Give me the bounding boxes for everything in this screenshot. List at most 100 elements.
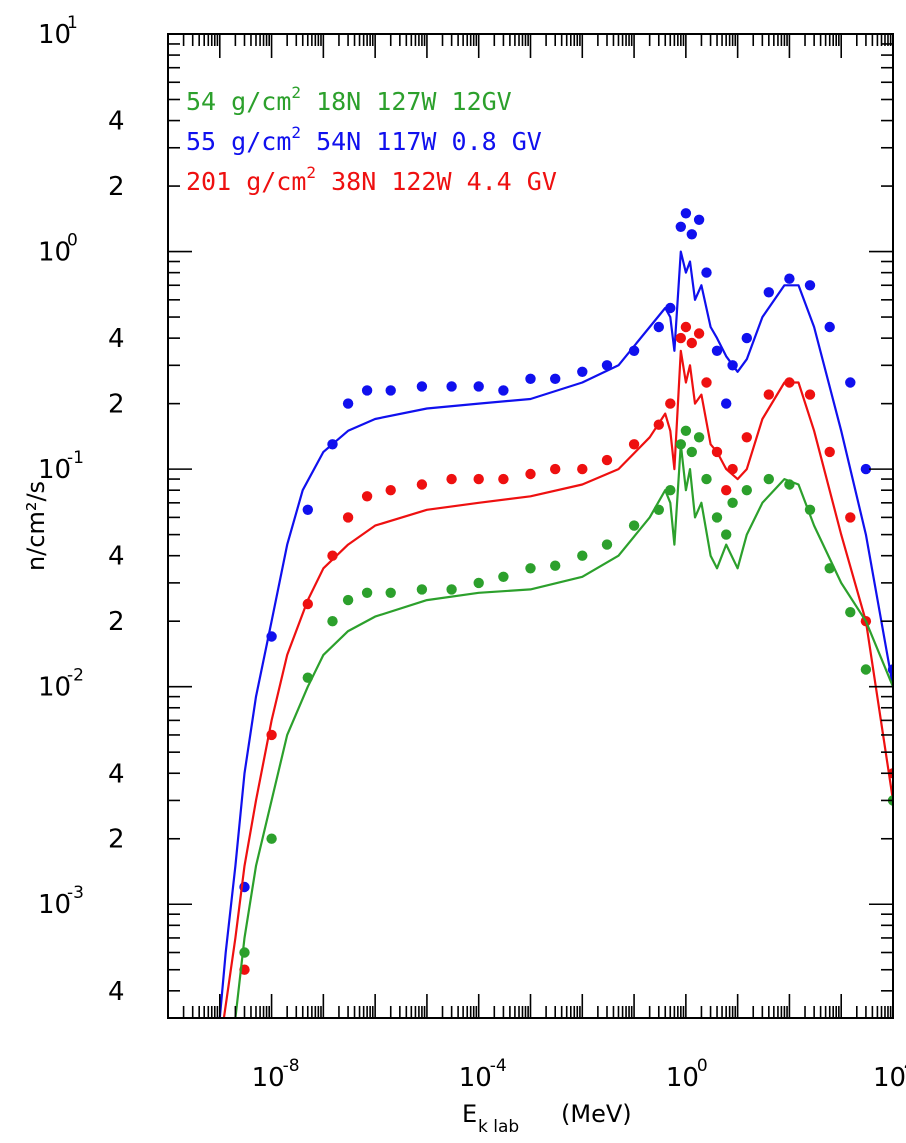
data-point	[601, 454, 613, 466]
data-point	[302, 672, 313, 683]
data-point	[824, 321, 835, 333]
series-1	[222, 321, 893, 1018]
data-point	[361, 385, 373, 396]
legend-depth: 201	[186, 167, 231, 196]
x-tick-exponent: 4	[904, 1056, 906, 1076]
data-point	[721, 398, 732, 409]
data-point	[550, 373, 561, 384]
data-point	[327, 550, 338, 561]
data-point	[473, 577, 484, 589]
data-point	[741, 485, 752, 496]
data-point	[342, 398, 354, 409]
series-2	[234, 425, 893, 1018]
data-point	[686, 229, 697, 240]
data-point	[628, 520, 640, 531]
data-point	[601, 360, 613, 371]
data-point	[327, 616, 338, 627]
y-tick-exponent: 1	[67, 13, 78, 33]
data-point	[446, 473, 457, 485]
data-point	[665, 485, 676, 496]
data-point	[727, 497, 738, 508]
data-point	[525, 373, 536, 384]
legend-unit: g/cm	[216, 87, 291, 116]
data-point	[498, 385, 509, 396]
data-point	[266, 729, 277, 741]
data-point	[361, 587, 373, 598]
x-tick-mantissa: 10	[873, 1063, 906, 1093]
data-point	[721, 485, 732, 496]
y-tick-mantissa: 10	[38, 20, 71, 50]
legend-location: 54N 117W 0.8 GV	[301, 127, 542, 156]
data-point	[845, 512, 856, 523]
data-point	[701, 267, 712, 278]
y-minor-tick-label: 2	[108, 607, 125, 637]
data-point	[763, 473, 774, 485]
x-tick-exponent: -4	[490, 1056, 507, 1076]
data-point	[741, 332, 752, 344]
y-tick-exponent: -1	[67, 448, 84, 468]
data-point	[741, 432, 752, 443]
x-tick-label: 10-8	[252, 1056, 300, 1093]
data-point	[302, 504, 313, 515]
data-point	[693, 214, 705, 225]
data-point	[327, 439, 338, 450]
y-minor-tick-label: 2	[108, 825, 125, 855]
data-point	[498, 571, 509, 582]
data-point	[784, 273, 795, 284]
data-point	[577, 463, 588, 475]
data-point	[675, 439, 686, 450]
legend-unit: g/cm	[216, 127, 291, 156]
legend-unit-exponent: 2	[306, 163, 316, 182]
series-0	[218, 208, 893, 1018]
data-point	[693, 328, 705, 339]
y-tick-mantissa: 10	[38, 890, 71, 920]
series-line	[218, 250, 893, 1018]
data-point	[239, 947, 250, 958]
data-point	[686, 337, 697, 349]
data-point	[763, 389, 774, 400]
data-point	[302, 598, 313, 610]
data-point	[845, 377, 856, 388]
data-point	[628, 345, 640, 356]
legend-unit: g/cm	[231, 167, 306, 196]
data-point	[628, 439, 640, 450]
data-point	[525, 468, 536, 480]
y-tick-mantissa: 10	[38, 673, 71, 703]
x-tick-label: 100	[666, 1056, 708, 1093]
data-point	[711, 345, 723, 356]
data-point	[680, 321, 692, 333]
data-point	[473, 473, 484, 485]
y-minor-tick-label: 2	[108, 172, 125, 202]
data-point	[804, 504, 816, 515]
legend-entry: 54 g/cm2 18N 127W 12GV	[186, 83, 512, 116]
data-point	[680, 425, 692, 436]
data-point	[686, 446, 697, 458]
data-point	[266, 833, 277, 844]
data-point	[845, 607, 856, 618]
data-point	[498, 473, 509, 485]
data-point	[342, 512, 354, 523]
y-minor-tick-label: 4	[108, 759, 125, 789]
data-point	[361, 491, 373, 502]
x-tick-label: 104	[873, 1056, 906, 1093]
y-minor-tick-label: 4	[108, 107, 125, 137]
y-minor-tick-label: 2	[108, 390, 125, 420]
legend-unit-exponent: 2	[291, 123, 301, 142]
data-point	[446, 381, 457, 392]
data-point	[887, 664, 893, 675]
series-line	[222, 349, 893, 1018]
x-tick-mantissa: 10	[252, 1063, 285, 1093]
data-point	[653, 321, 664, 333]
data-point	[824, 446, 835, 458]
data-point	[665, 398, 676, 409]
y-tick-exponent: -2	[67, 666, 84, 686]
data-point	[804, 389, 816, 400]
data-point	[550, 560, 561, 571]
data-point	[784, 377, 795, 388]
data-point	[860, 664, 872, 675]
y-minor-tick-label: 4	[108, 542, 125, 572]
data-point	[266, 631, 277, 642]
data-point	[385, 587, 396, 598]
